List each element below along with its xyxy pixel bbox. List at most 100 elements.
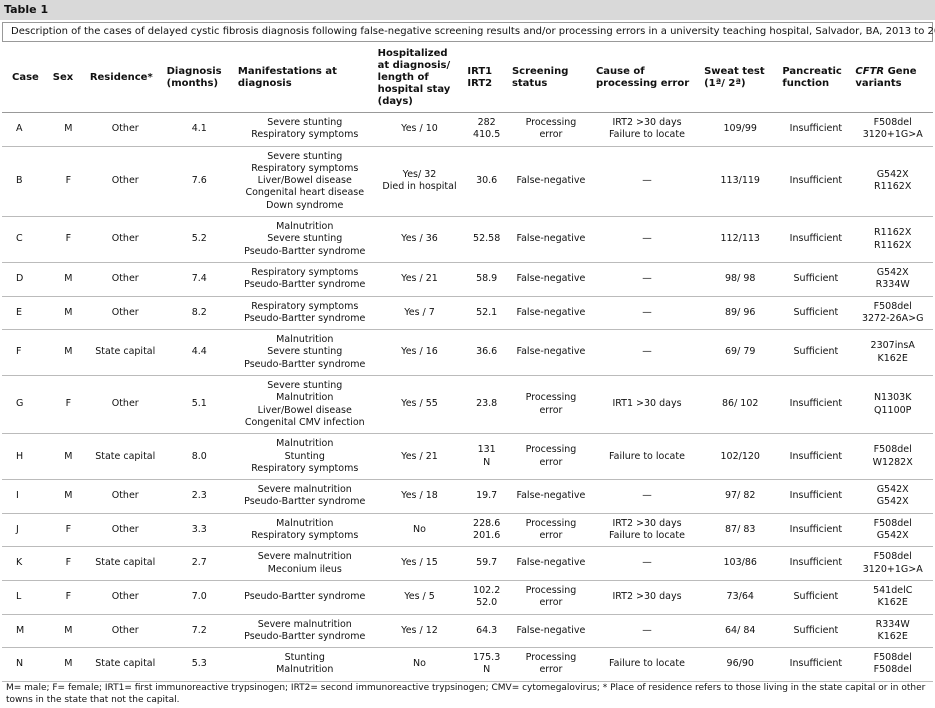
cell-line: Yes / 5: [404, 591, 435, 603]
table-cell: No: [374, 647, 465, 682]
table-cell: 5.1: [163, 375, 235, 435]
table-cell: M: [49, 433, 87, 481]
cell-line: K162E: [877, 630, 908, 642]
table-cell: 282 410.5: [464, 112, 509, 147]
cell-line: 103/86: [723, 557, 757, 569]
table-cell: Severe stunting Respiratory symptoms Liver…: [234, 146, 375, 218]
header-line: (months): [166, 78, 219, 89]
table-cell: D: [2, 262, 50, 297]
table-cell: False-negative: [508, 614, 593, 649]
table-cell: Other: [86, 216, 164, 263]
cell-line: Other: [111, 591, 139, 603]
table-cell: Severe stunting Respiratory symptoms: [234, 112, 375, 147]
table-cell: M: [49, 262, 87, 297]
table-cell: 112/113: [701, 216, 780, 263]
table-cell: 30.6: [464, 146, 509, 218]
table-cell: 7.0: [163, 580, 235, 615]
header-cell: Sweat test (1ª/ 2ª): [701, 44, 780, 113]
cell-line: M: [64, 658, 73, 670]
table-cell: —: [592, 546, 702, 581]
cell-line: Yes / 10: [401, 123, 438, 135]
header-line: IRT1: [467, 66, 493, 77]
cell-line: 2307insA: [870, 340, 915, 352]
table-cell: Insufficient: [779, 216, 853, 263]
table-cell: False-negative: [508, 216, 593, 263]
cell-line: 64/ 84: [725, 624, 756, 636]
cell-line: Pseudo-Bartter syndrome: [244, 279, 366, 291]
table-cell: Processing error: [508, 513, 593, 548]
cell-line: Died in hospital: [382, 181, 457, 193]
table-cell: False-negative: [508, 546, 593, 581]
table-cell: 86/ 102: [701, 375, 780, 435]
cell-line: 19.7: [476, 490, 498, 502]
cell-line: Processing: [525, 652, 577, 664]
table-cell: R334W K162E: [852, 614, 933, 649]
cell-line: State capital: [95, 557, 156, 569]
table-cell: 97/ 82: [701, 479, 780, 514]
table-cell: Malnutrition Severe stunting Pseudo-Bartte…: [234, 216, 375, 263]
table-cell: —: [592, 614, 702, 649]
cell-line: Other: [111, 273, 139, 285]
table-cell: B: [2, 146, 50, 218]
cell-line: Severe malnutrition: [257, 618, 352, 630]
cell-line: 228.6: [473, 517, 501, 529]
cell-line: Processing: [525, 117, 577, 128]
cell-line: 8.2: [191, 306, 207, 318]
table-cell: Malnutrition Stunting Respiratory symptoms: [234, 433, 375, 481]
cell-line: Respiratory symptoms: [251, 530, 359, 542]
cell-line: 102/120: [720, 450, 760, 462]
table-cell: Insufficient: [779, 647, 853, 682]
table-cell: N1303K Q1100P: [852, 375, 933, 435]
table-cell: G: [2, 375, 50, 435]
table-row: M M Other 7.2 Severe malnutrition Pseudo-Bart…: [2, 614, 933, 649]
header-text: Gene: [884, 66, 917, 77]
cell-line: 5.1: [191, 398, 207, 410]
cell-line: Other: [111, 306, 139, 318]
cell-line: 86/ 102: [722, 398, 759, 410]
table-cell: 7.4: [163, 262, 235, 297]
cell-line: —: [642, 557, 652, 569]
cell-line: M: [64, 273, 73, 285]
cell-line: Other: [111, 624, 139, 636]
cell-line: 410.5: [473, 129, 501, 141]
cell-line: error: [539, 404, 563, 416]
cell-line: Insufficient: [789, 658, 843, 670]
cell-line: Processing: [525, 444, 577, 456]
cell-line: Congenital heart disease: [245, 187, 365, 199]
cell-line: F: [65, 557, 72, 569]
table-cell: R1162X R1162X: [852, 216, 933, 263]
cell-line: IRT1 >30 days: [612, 398, 682, 410]
cell-line: G542X: [876, 266, 909, 278]
cell-line: False-negative: [516, 624, 586, 636]
table-cell: State capital: [86, 329, 164, 377]
table-cell: Other: [86, 296, 164, 331]
cell-line: error: [539, 129, 563, 141]
cell-line: False-negative: [516, 557, 586, 569]
cell-line: Insufficient: [789, 123, 843, 135]
cell-line: Severe malnutrition: [257, 484, 352, 496]
cell-line: Sufficient: [793, 346, 839, 358]
cell-line: C: [16, 233, 23, 245]
cell-line: M: [64, 123, 73, 135]
table-row: H M State capital 8.0 Malnutrition Stunting Re…: [2, 433, 933, 481]
table-cell: L: [2, 580, 50, 615]
cell-line: 3120+1G>A: [862, 563, 923, 575]
table-cell: 59.7: [464, 546, 509, 581]
cell-line: Stunting: [284, 450, 325, 462]
header-cell: Cause of processing error: [592, 44, 702, 113]
cell-line: Pseudo-Bartter syndrome: [244, 496, 366, 508]
table-cell: Failure to locate: [592, 433, 702, 481]
table-cell: 23.8: [464, 375, 509, 435]
table-cell: Failure to locate: [592, 647, 702, 682]
table-cell: 228.6 201.6: [464, 513, 509, 548]
table-cell: 2307insA K162E: [852, 329, 933, 377]
table-cell: Insufficient: [779, 433, 853, 481]
table-cell: 87/ 83: [701, 513, 780, 548]
cell-line: Malnutrition: [276, 438, 334, 450]
cell-line: M: [16, 624, 25, 636]
cell-line: Liver/Bowel disease: [257, 175, 352, 187]
cell-line: Severe stunting: [267, 150, 343, 162]
table-cell: Pseudo-Bartter syndrome: [234, 580, 375, 615]
table-cell: F508del F508del: [852, 647, 933, 682]
cell-line: IRT2 >30 days: [612, 117, 682, 128]
